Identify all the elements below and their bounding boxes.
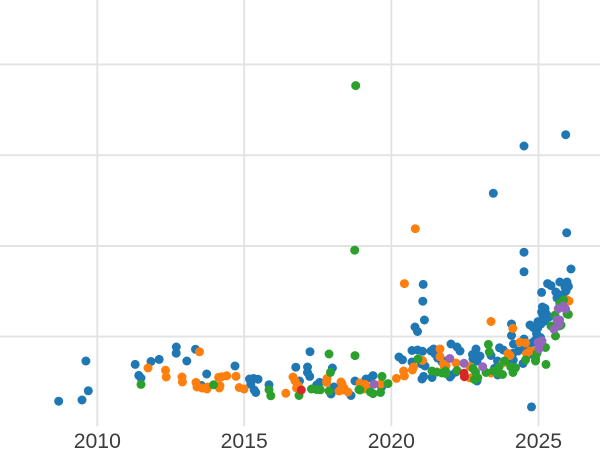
svg-text:2010: 2010: [74, 430, 121, 450]
svg-text:2020: 2020: [368, 430, 415, 450]
svg-text:2015: 2015: [221, 430, 268, 450]
svg-text:2025: 2025: [515, 430, 562, 450]
